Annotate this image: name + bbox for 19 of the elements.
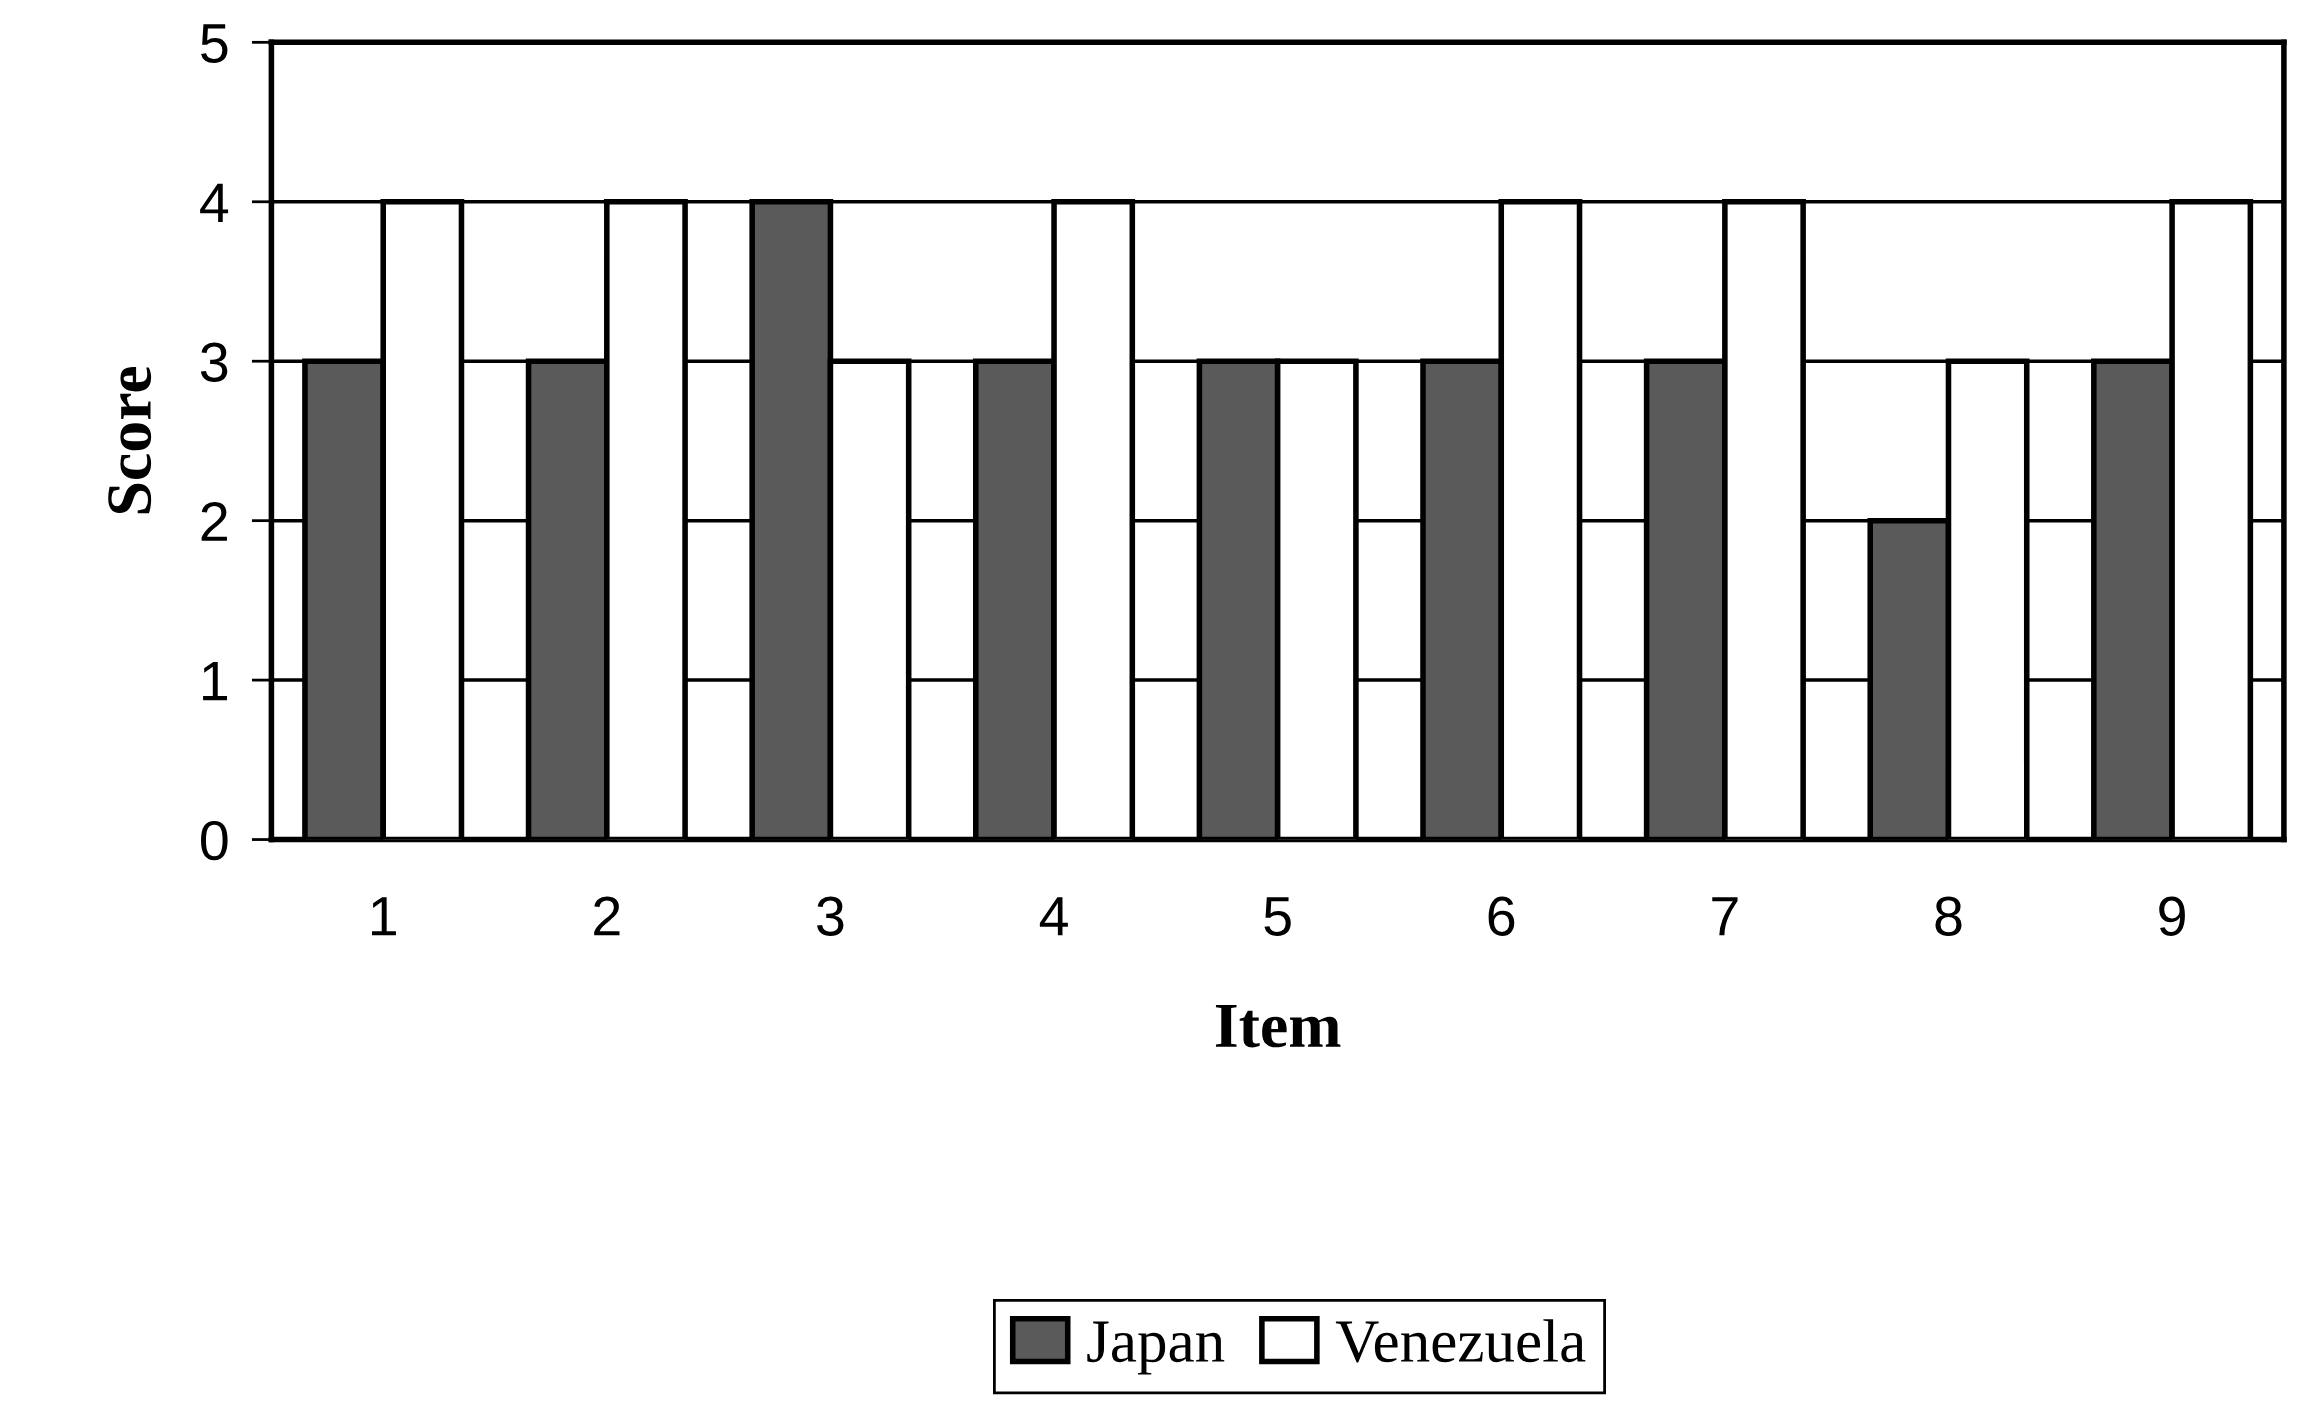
y-tick-label: 0 bbox=[201, 820, 228, 861]
y-tick-label: 1 bbox=[203, 662, 228, 701]
x-tick-label: 4 bbox=[1039, 897, 1068, 936]
x-tick-label: 2 bbox=[594, 896, 620, 936]
y-tick-label: 4 bbox=[200, 183, 229, 222]
legend-label: Japan bbox=[1087, 1321, 1225, 1375]
x-tick-label: 8 bbox=[1935, 896, 1962, 936]
x-axis-title: Item bbox=[1215, 1004, 1341, 1048]
y-axis-title: Score bbox=[108, 366, 152, 514]
x-tick-label: 5 bbox=[1264, 897, 1291, 936]
x-tick-label: 3 bbox=[817, 896, 844, 936]
x-tick-label: 1 bbox=[371, 897, 396, 936]
legend-label: Venezuela bbox=[1335, 1319, 1586, 1363]
x-tick-label: 7 bbox=[1712, 897, 1738, 936]
x-tick-label: 6 bbox=[1488, 896, 1515, 936]
x-tick-label: 9 bbox=[2159, 896, 2185, 936]
y-tick-label: 3 bbox=[200, 342, 228, 382]
y-tick-label: 2 bbox=[201, 502, 227, 541]
y-tick-label: 5 bbox=[201, 24, 228, 64]
